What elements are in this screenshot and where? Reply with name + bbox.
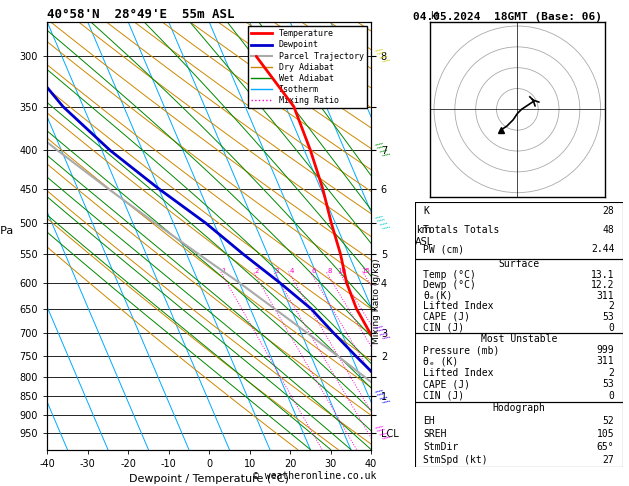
Y-axis label: km
ASL: km ASL [415, 225, 433, 246]
Text: θₑ (K): θₑ (K) [423, 357, 459, 366]
Text: CAPE (J): CAPE (J) [423, 380, 470, 389]
Text: Mixing Ratio (g/kg): Mixing Ratio (g/kg) [372, 259, 381, 344]
Text: Lifted Index: Lifted Index [423, 301, 494, 312]
Text: Dewp (°C): Dewp (°C) [423, 280, 476, 290]
Text: 53: 53 [603, 380, 615, 389]
Text: 40°58'N  28°49'E  55m ASL: 40°58'N 28°49'E 55m ASL [47, 8, 235, 21]
Text: K: K [423, 206, 430, 216]
Text: SREH: SREH [423, 429, 447, 439]
Text: 311: 311 [597, 357, 615, 366]
Text: θₑ(K): θₑ(K) [423, 291, 453, 301]
Y-axis label: hPa: hPa [0, 226, 13, 236]
Text: 6: 6 [311, 268, 316, 274]
Text: Pressure (mb): Pressure (mb) [423, 345, 500, 355]
Text: 1: 1 [221, 268, 226, 274]
Text: Totals Totals: Totals Totals [423, 225, 500, 235]
Text: 105: 105 [597, 429, 615, 439]
Text: CIN (J): CIN (J) [423, 391, 465, 401]
Text: Lifted Index: Lifted Index [423, 368, 494, 378]
Text: 3: 3 [274, 268, 279, 274]
Text: 27: 27 [603, 455, 615, 465]
Text: 2.44: 2.44 [591, 244, 615, 254]
Text: 10: 10 [338, 268, 347, 274]
Text: EH: EH [423, 416, 435, 426]
Text: PW (cm): PW (cm) [423, 244, 465, 254]
Text: 48: 48 [603, 225, 615, 235]
Text: 2: 2 [608, 368, 615, 378]
Text: 311: 311 [597, 291, 615, 301]
Text: ////: //// [372, 323, 391, 343]
Text: 0: 0 [608, 323, 615, 332]
Text: kt: kt [430, 11, 440, 21]
Text: StmDir: StmDir [423, 442, 459, 452]
Text: 04.05.2024  18GMT (Base: 06): 04.05.2024 18GMT (Base: 06) [413, 12, 602, 22]
Text: 52: 52 [603, 416, 615, 426]
Text: Temp (°C): Temp (°C) [423, 270, 476, 279]
Text: 0: 0 [608, 391, 615, 401]
Text: © weatheronline.co.uk: © weatheronline.co.uk [253, 471, 376, 481]
Text: 53: 53 [603, 312, 615, 322]
Text: 65°: 65° [597, 442, 615, 452]
X-axis label: Dewpoint / Temperature (°C): Dewpoint / Temperature (°C) [129, 474, 289, 484]
Text: CIN (J): CIN (J) [423, 323, 465, 332]
Text: 13.1: 13.1 [591, 270, 615, 279]
Text: Hodograph: Hodograph [493, 403, 545, 413]
Text: 2: 2 [254, 268, 259, 274]
Text: Most Unstable: Most Unstable [481, 333, 557, 344]
Text: CAPE (J): CAPE (J) [423, 312, 470, 322]
Text: 8: 8 [327, 268, 331, 274]
Text: ////: //// [372, 386, 391, 407]
Text: 2: 2 [608, 301, 615, 312]
Text: 28: 28 [603, 206, 615, 216]
Text: ////: //// [372, 140, 391, 160]
Text: ////: //// [372, 213, 391, 233]
Text: 999: 999 [597, 345, 615, 355]
Text: StmSpd (kt): StmSpd (kt) [423, 455, 488, 465]
Text: 12.2: 12.2 [591, 280, 615, 290]
Text: ////: //// [372, 46, 391, 67]
Text: 15: 15 [362, 268, 370, 274]
Text: Surface: Surface [498, 259, 540, 269]
Text: 4: 4 [289, 268, 294, 274]
Legend: Temperature, Dewpoint, Parcel Trajectory, Dry Adiabat, Wet Adiabat, Isotherm, Mi: Temperature, Dewpoint, Parcel Trajectory… [248, 26, 367, 108]
Text: ////: //// [372, 423, 391, 443]
